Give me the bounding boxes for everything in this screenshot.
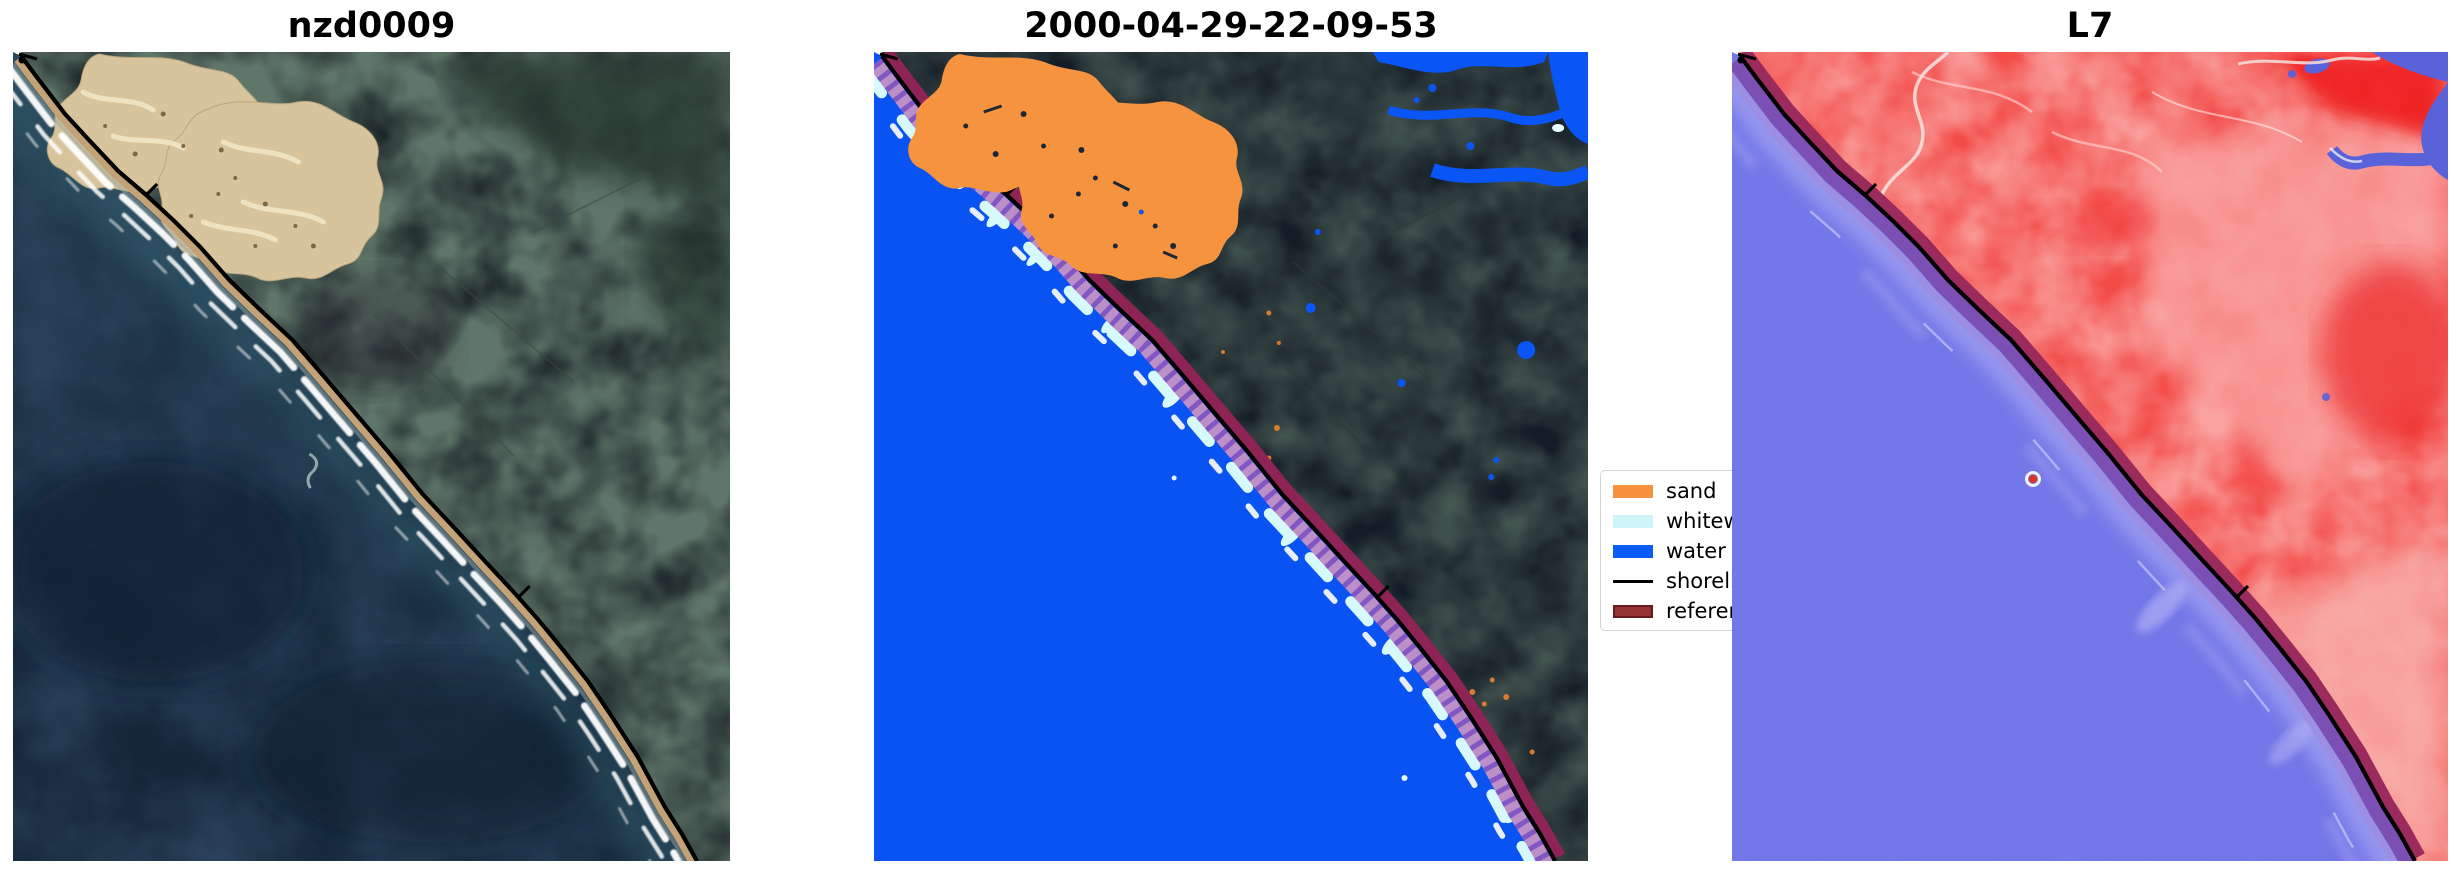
dune-shadows <box>103 111 316 249</box>
ponds <box>1305 229 1536 480</box>
shoreline-start-marker <box>18 56 26 64</box>
sand-blob-lower <box>1018 101 1243 281</box>
lakes <box>2237 52 2448 401</box>
sand-blob-speckles <box>963 104 1178 260</box>
panel-nzd0009 <box>13 52 730 861</box>
panel-l7 <box>1732 52 2448 861</box>
shoreline-start-marker <box>1737 56 1745 64</box>
legend-swatch-sand <box>1613 485 1653 498</box>
panel-title-date: 2000-04-29-22-09-53 <box>1024 6 1438 46</box>
legend-swatch-reference <box>1613 605 1653 618</box>
water-dot-small <box>1171 475 1177 481</box>
water-dot <box>1401 775 1408 781</box>
panel-classified <box>874 52 1588 861</box>
satellite-image-classified <box>874 52 1588 861</box>
satellite-image-true-color <box>13 52 730 861</box>
legend-swatch-water <box>1613 545 1653 558</box>
land-pond <box>2322 393 2330 401</box>
legend-label-water: water <box>1666 539 1726 563</box>
legend-swatch-whitewater <box>1613 515 1653 528</box>
water-red-dot <box>2025 471 2041 487</box>
lake-white-spot <box>1552 124 1565 132</box>
road-line <box>1880 52 1950 195</box>
reef-curl <box>306 452 319 489</box>
legend-row-water: water <box>1613 539 1809 563</box>
lakes <box>1372 52 1588 187</box>
sand-blobs <box>908 54 1243 281</box>
legend-row-sand: sand <box>1613 479 1809 503</box>
shoreline-ticks <box>18 52 531 599</box>
panel-title-nzd0009: nzd0009 <box>287 6 456 46</box>
dune-field-lower <box>157 100 384 282</box>
satellite-image-false-color <box>1732 52 2448 861</box>
sand-blob-pond <box>1138 209 1144 215</box>
panel-title-l7: L7 <box>2066 6 2114 46</box>
shoreline-ticks <box>1737 52 2250 599</box>
dune-highlights <box>80 89 326 243</box>
legend-swatch-shoreline-line <box>1613 575 1653 588</box>
legend-label-sand: sand <box>1666 479 1717 503</box>
